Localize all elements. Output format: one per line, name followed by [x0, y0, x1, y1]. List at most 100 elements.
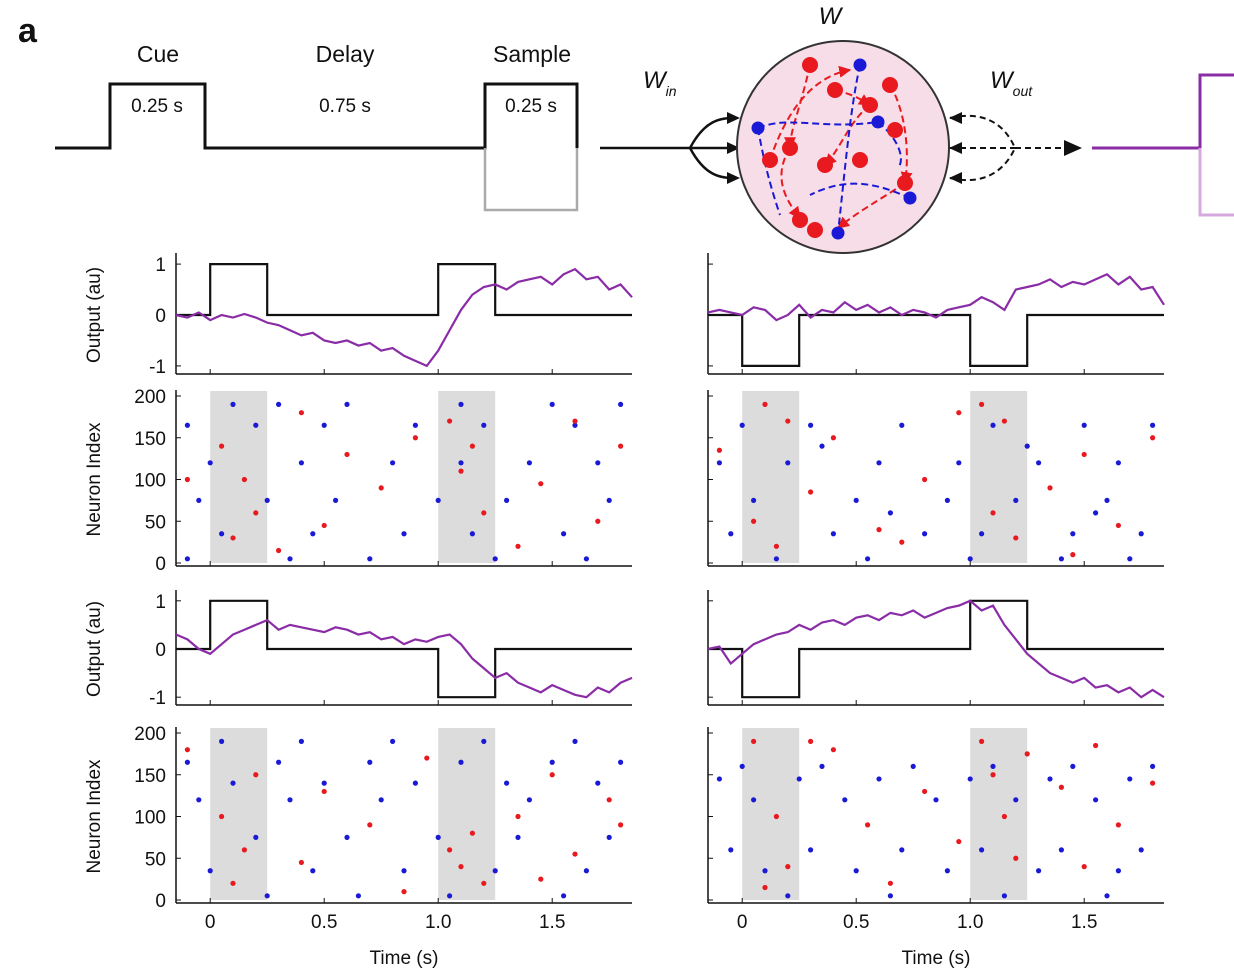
spike: [219, 738, 225, 744]
spike: [230, 535, 236, 541]
spike: [184, 476, 190, 483]
spike: [321, 780, 327, 786]
y-tick-label: 150: [134, 766, 166, 787]
spike: [1047, 776, 1053, 782]
spike: [538, 481, 544, 487]
y-tick-label: 50: [145, 849, 166, 870]
spike: [219, 813, 225, 820]
spike: [739, 763, 745, 770]
spike: [728, 531, 734, 537]
spike: [276, 401, 282, 407]
spike: [785, 460, 791, 466]
network-diagram: W Win Wout: [600, 3, 1234, 254]
input-lines: [600, 116, 736, 180]
spike: [1138, 531, 1144, 537]
spike: [1093, 797, 1099, 803]
line-series: [176, 599, 632, 699]
spike: [1104, 497, 1110, 503]
spike: [1047, 485, 1053, 491]
y-tick-label: 200: [134, 724, 166, 745]
spike: [196, 497, 202, 503]
x-tick-label: 1.5: [539, 912, 565, 933]
spike: [1150, 763, 1156, 770]
spike: [773, 556, 780, 562]
spike: [549, 759, 555, 765]
spike: [595, 518, 601, 524]
spike: [618, 822, 624, 828]
spike: [344, 451, 350, 458]
shaded-region: [210, 728, 268, 900]
input-arrows: [727, 112, 740, 184]
delay-duration: 0.75 s: [319, 96, 371, 117]
spike: [595, 460, 601, 466]
spike: [515, 813, 521, 820]
spike: [762, 868, 768, 874]
spike: [1013, 535, 1019, 541]
spike: [979, 847, 985, 853]
panel: 0 0.5 1.0 1.5 Time (s): [707, 727, 1164, 969]
y-tick-label: 0: [155, 640, 166, 661]
spike: [1150, 422, 1156, 428]
spike: [572, 418, 578, 424]
spike: [264, 497, 270, 503]
spike: [378, 485, 384, 491]
spike: [1001, 418, 1008, 424]
spike: [1058, 556, 1064, 562]
spike: [899, 422, 905, 428]
spike: [1013, 797, 1019, 803]
spike: [819, 763, 825, 770]
spike: [230, 780, 236, 786]
task-diagram: a Cue 0.25 s Delay 0.75 s Sample 0.25 s: [18, 12, 579, 212]
spike: [572, 738, 578, 744]
spike: [321, 522, 327, 529]
spike: [1150, 435, 1156, 441]
w-out-main: W: [990, 67, 1015, 94]
spike: [401, 531, 407, 537]
spike: [241, 847, 247, 853]
spike: [458, 401, 464, 407]
spike: [276, 547, 282, 554]
line-series: [175, 618, 633, 699]
spike: [298, 738, 304, 744]
spike: [481, 422, 487, 428]
spike: [583, 868, 590, 874]
spike: [310, 531, 316, 537]
spike: [526, 460, 533, 466]
x-tick-label: 0.5: [843, 912, 869, 933]
spike: [515, 834, 521, 840]
panel: -1 0 1 Output (au): [84, 590, 633, 709]
w-in-sub: in: [666, 83, 677, 99]
spike: [481, 880, 487, 886]
spike: [1013, 855, 1019, 861]
spike: [264, 893, 270, 899]
y-tick-label: 100: [134, 808, 166, 829]
spike: [1070, 763, 1076, 770]
excitatory-nodes: [762, 57, 913, 238]
spike: [287, 797, 293, 803]
spike: [956, 460, 962, 466]
spike: [219, 531, 225, 537]
w-out-label: Wout: [990, 67, 1033, 99]
spike: [618, 443, 624, 449]
spike: [785, 864, 791, 870]
spike: [469, 531, 475, 537]
spike: [853, 868, 859, 874]
panel: [707, 590, 1165, 706]
w-label: W: [819, 3, 844, 30]
spike: [865, 556, 871, 562]
line-series: [708, 599, 1164, 699]
spike: [899, 847, 905, 853]
spike: [728, 847, 734, 853]
spike: [241, 476, 247, 483]
spike: [390, 460, 396, 466]
panel-label: a: [18, 12, 38, 50]
delay-label: Delay: [316, 41, 375, 67]
spike: [1024, 443, 1030, 449]
spike: [876, 776, 882, 782]
spike: [481, 738, 487, 744]
spike: [401, 889, 407, 895]
spike: [990, 763, 996, 770]
line-series: [707, 272, 1165, 322]
spike: [549, 772, 555, 778]
